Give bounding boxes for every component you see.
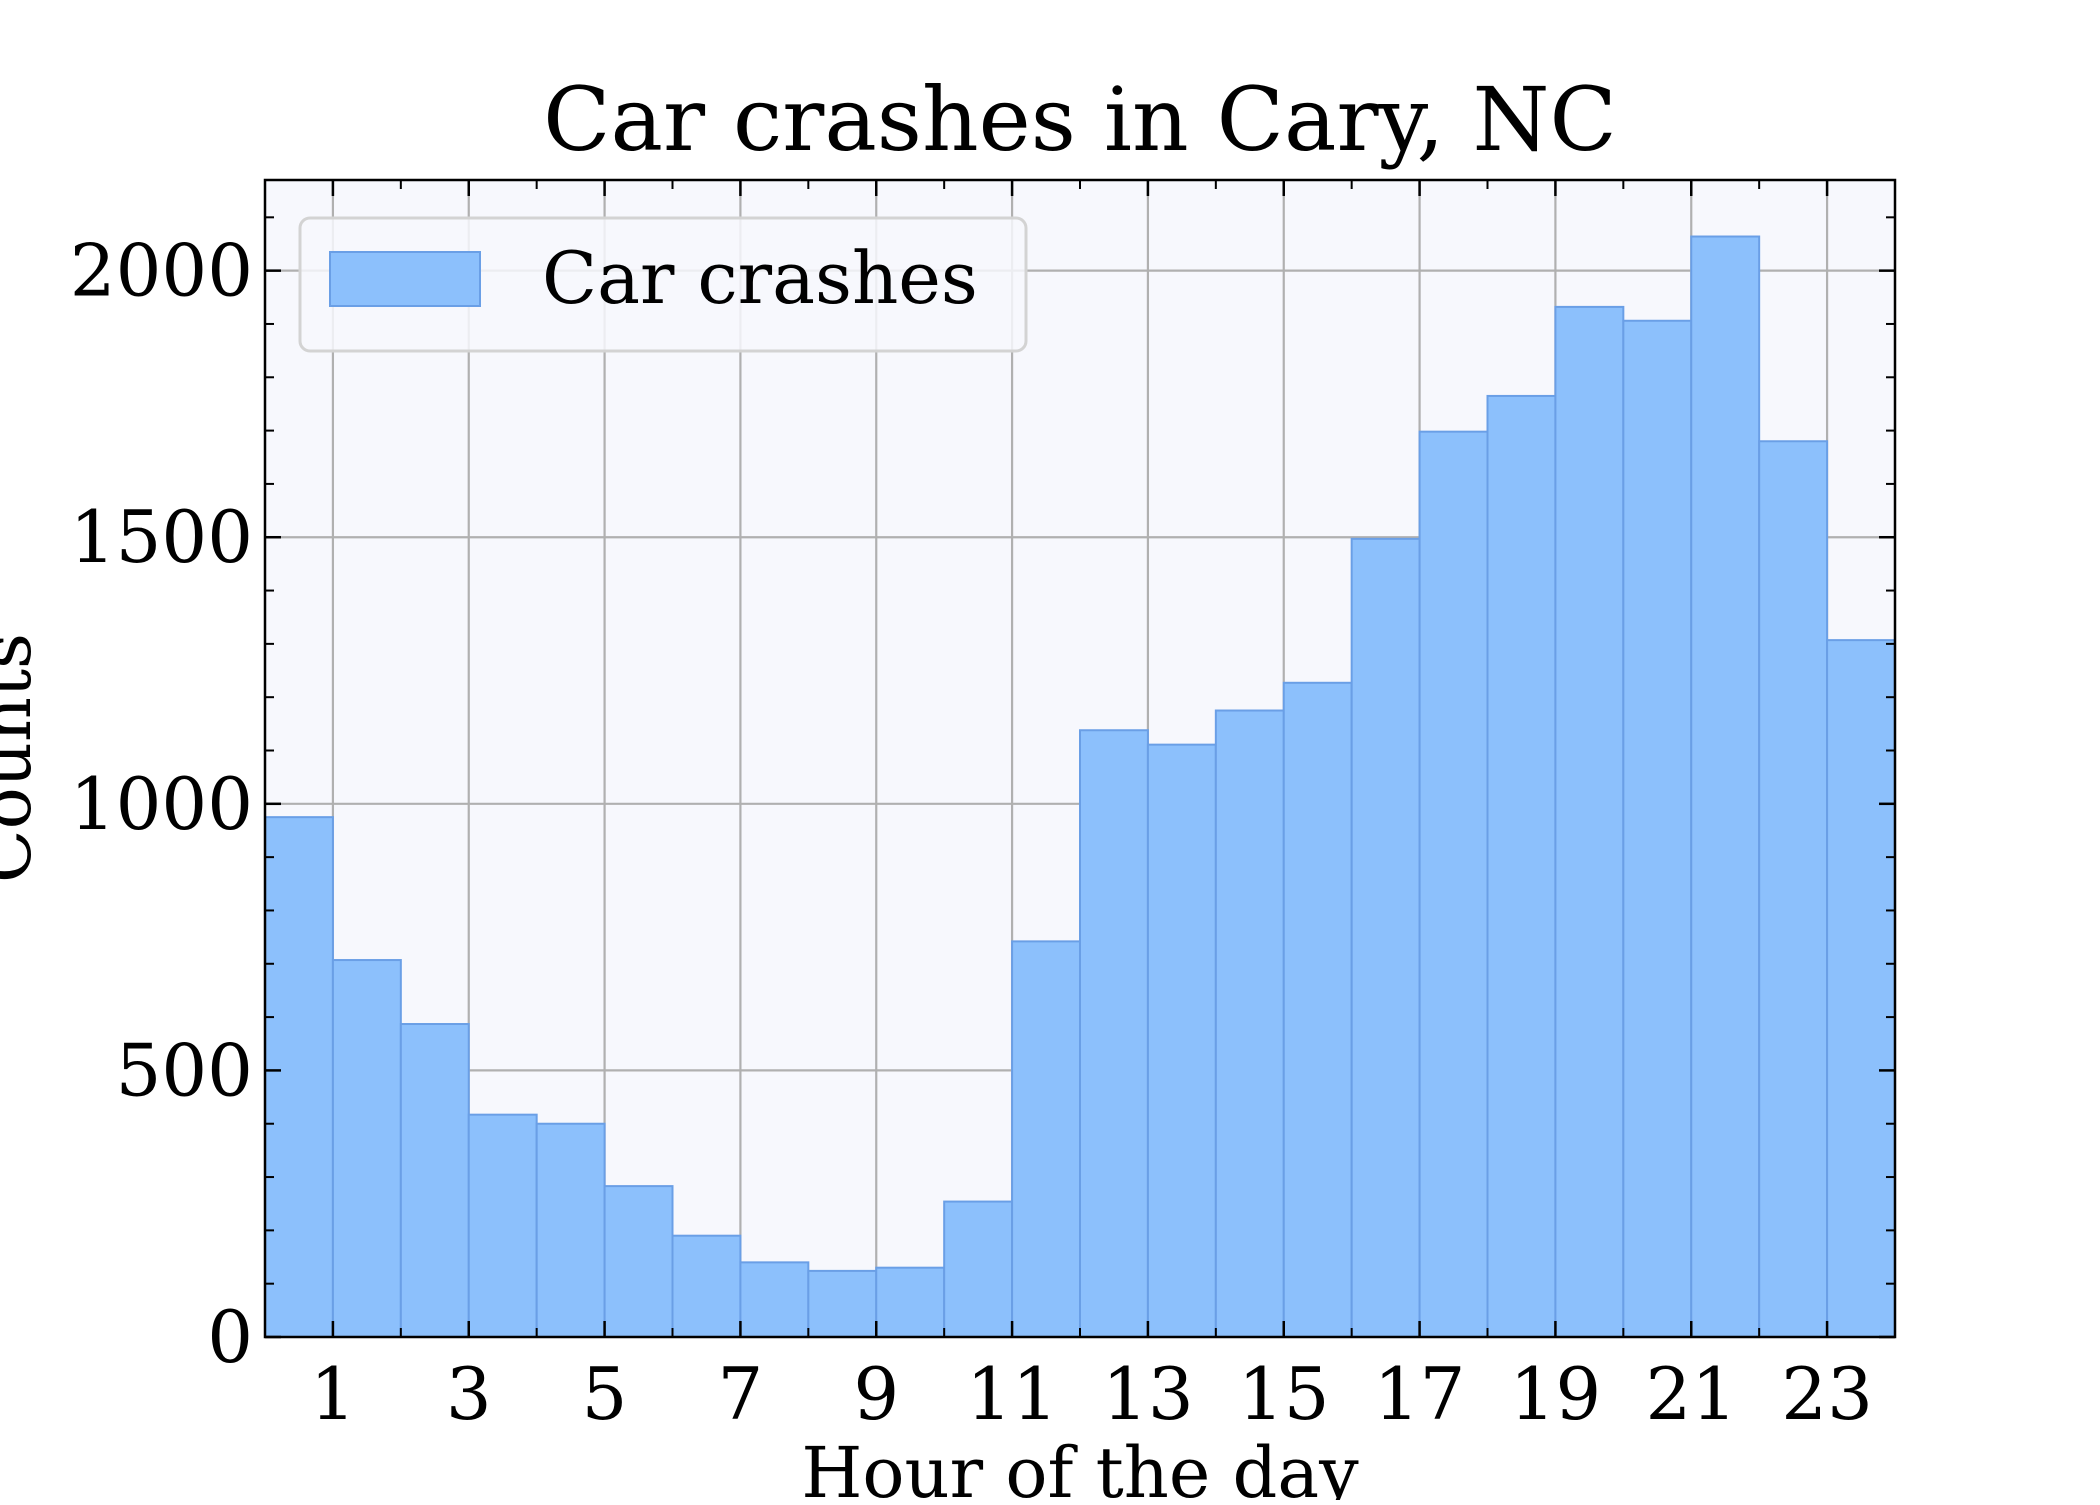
- x-tick-label: 3: [446, 1352, 492, 1436]
- bar: [1486, 394, 1557, 1338]
- bar: [1011, 940, 1081, 1338]
- y-tick-label: 1000: [70, 762, 253, 846]
- bar: [1758, 440, 1829, 1338]
- y-axis-label: Counts: [0, 633, 47, 883]
- chart-title: Car crashes in Cary, NC: [543, 68, 1617, 171]
- bar: [1079, 729, 1149, 1338]
- bar: [331, 959, 402, 1338]
- bar: [739, 1261, 810, 1339]
- bar: [264, 816, 334, 1338]
- bar: [1214, 709, 1285, 1338]
- y-tick-label: 2000: [70, 229, 253, 313]
- x-tick-label: 15: [1238, 1352, 1330, 1436]
- bar: [1146, 743, 1217, 1338]
- bar: [1350, 537, 1421, 1338]
- bar: [1554, 305, 1625, 1339]
- bar: [943, 1200, 1014, 1339]
- bar: [603, 1185, 674, 1338]
- axis-ticks: [265, 180, 1895, 1339]
- x-tick-label: 23: [1781, 1352, 1873, 1436]
- bar: [399, 1023, 470, 1339]
- legend-swatch: [329, 251, 481, 307]
- x-tick-label: 17: [1374, 1352, 1466, 1436]
- x-tick-label: 9: [853, 1352, 899, 1436]
- bar: [1418, 430, 1489, 1338]
- x-tick-label: 11: [966, 1352, 1058, 1436]
- bar: [807, 1269, 878, 1339]
- bar: [535, 1122, 606, 1339]
- bar: [1690, 235, 1761, 1338]
- legend-box: [298, 216, 1028, 353]
- y-tick-label: 500: [116, 1028, 253, 1112]
- x-tick-label: 13: [1102, 1352, 1194, 1436]
- bar: [467, 1113, 538, 1338]
- bar: [1622, 319, 1693, 1338]
- x-tick-label: 21: [1645, 1352, 1737, 1436]
- x-tick-label: 7: [718, 1352, 764, 1436]
- bar: [1826, 639, 1897, 1338]
- bar: [875, 1266, 946, 1339]
- x-axis-label: Hour of the day: [801, 1432, 1359, 1500]
- bar: [1282, 681, 1353, 1338]
- x-tick-label: 5: [582, 1352, 628, 1436]
- x-tick-label: 19: [1510, 1352, 1602, 1436]
- legend-label: Car crashes: [542, 236, 978, 320]
- y-tick-label: 0: [207, 1295, 253, 1379]
- y-tick-label: 1500: [70, 495, 253, 579]
- legend: Car crashes: [298, 216, 1028, 353]
- x-tick-label: 1: [310, 1352, 356, 1436]
- bar: [671, 1234, 742, 1338]
- bars: [264, 235, 1897, 1339]
